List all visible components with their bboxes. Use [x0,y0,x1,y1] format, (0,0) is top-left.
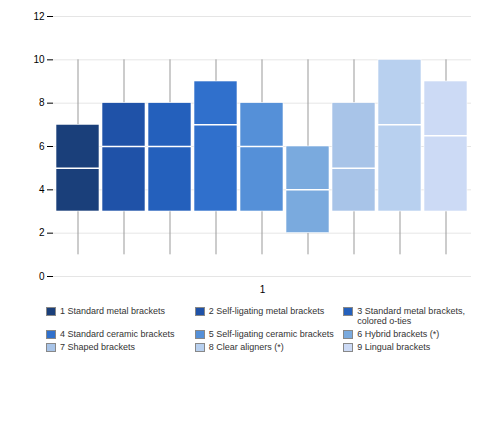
svg-text:12: 12 [33,11,45,22]
html-text:2 Self-ligating metal brackets: 2 Self-ligating metal brackets [208,306,325,316]
html-text:7 Shaped brackets: 7 Shaped brackets [60,342,136,352]
svg-text:8: 8 [39,97,45,108]
html-text:8 Clear aligners (*): 8 Clear aligners (*) [208,342,284,352]
html-text:5 Self-ligating ceramic bracke: 5 Self-ligating ceramic brackets [208,329,334,339]
svg-text:2: 2 [39,227,45,238]
svg-text:1: 1 [260,284,266,295]
html-text:3 Standard metal brackets, col: 3 Standard metal brackets, colored o-tie… [357,306,465,326]
html-text:9 Lingual brackets: 9 Lingual brackets [357,342,431,352]
svg-text:10: 10 [33,54,45,65]
html-text:6 Hybrid brackets (*): 6 Hybrid brackets (*) [357,329,440,339]
html-text:4 Standard ceramic brackets: 4 Standard ceramic brackets [60,329,175,339]
html-text:1 Standard metal brackets: 1 Standard metal brackets [60,306,166,316]
svg-text:6: 6 [39,141,45,152]
svg-text:0: 0 [39,271,45,282]
svg-text:4: 4 [39,184,45,195]
